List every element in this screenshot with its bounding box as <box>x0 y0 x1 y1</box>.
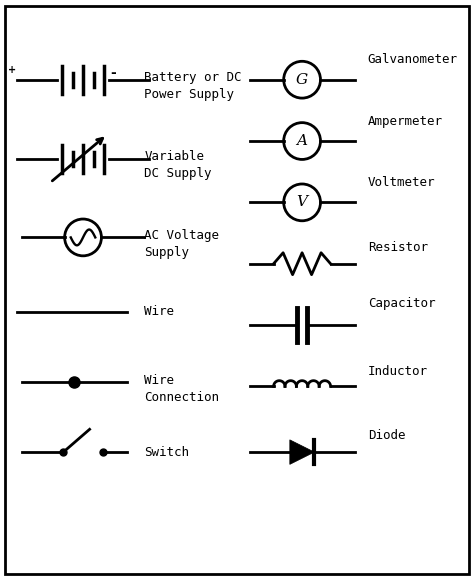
Circle shape <box>283 61 320 98</box>
Text: AC Voltage
Supply: AC Voltage Supply <box>145 229 219 259</box>
Text: A: A <box>297 134 308 148</box>
Circle shape <box>283 184 320 221</box>
Text: Diode: Diode <box>368 429 405 442</box>
Text: Variable
DC Supply: Variable DC Supply <box>145 150 212 180</box>
Text: Capacitor: Capacitor <box>368 296 435 310</box>
Text: -: - <box>110 66 116 80</box>
Text: Battery or DC
Power Supply: Battery or DC Power Supply <box>145 71 242 102</box>
Text: Switch: Switch <box>145 445 190 459</box>
Text: Resistor: Resistor <box>368 241 428 253</box>
Circle shape <box>283 122 320 160</box>
Text: Galvanometer: Galvanometer <box>368 53 458 67</box>
Polygon shape <box>290 440 314 465</box>
Text: Wire: Wire <box>145 306 174 318</box>
Text: Inductor: Inductor <box>368 365 428 378</box>
Text: V: V <box>297 195 308 209</box>
Text: Ampermeter: Ampermeter <box>368 115 443 128</box>
Text: Wire
Connection: Wire Connection <box>145 374 219 404</box>
Text: Voltmeter: Voltmeter <box>368 176 435 189</box>
Text: +: + <box>8 65 16 75</box>
Text: G: G <box>296 72 308 86</box>
